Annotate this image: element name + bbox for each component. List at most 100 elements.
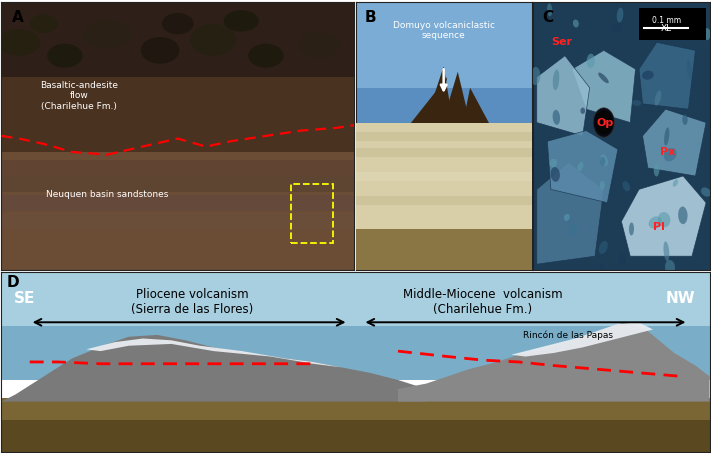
Ellipse shape [530,67,540,85]
Ellipse shape [587,53,595,68]
Ellipse shape [552,110,560,125]
Polygon shape [405,77,447,130]
Ellipse shape [598,72,609,83]
Text: XL: XL [661,24,672,34]
Polygon shape [547,130,618,203]
Polygon shape [422,67,454,130]
Ellipse shape [564,214,570,221]
Text: 0.1 mm: 0.1 mm [652,16,681,25]
Ellipse shape [552,69,560,90]
Ellipse shape [550,167,560,182]
Ellipse shape [648,216,662,229]
Text: Pliocene volcanism
(Sierra de las Flores): Pliocene volcanism (Sierra de las Flores… [132,289,254,317]
Bar [1,176,354,192]
Ellipse shape [663,148,677,161]
Polygon shape [461,88,493,130]
Bar [1,402,710,452]
Ellipse shape [619,253,626,265]
Text: Middle-Miocene  volcanism
(Charilehue Fm.): Middle-Miocene volcanism (Charilehue Fm.… [403,289,563,317]
Ellipse shape [702,28,711,40]
Text: NW: NW [665,291,695,306]
Ellipse shape [595,111,613,135]
Ellipse shape [580,107,585,114]
Ellipse shape [30,14,58,33]
Text: Op: Op [597,117,614,128]
Ellipse shape [162,13,193,34]
Text: B: B [364,10,376,25]
Ellipse shape [687,59,692,80]
Ellipse shape [632,100,641,106]
Ellipse shape [599,262,604,269]
Ellipse shape [655,91,661,106]
Polygon shape [621,176,706,256]
Polygon shape [537,163,604,264]
Ellipse shape [701,188,711,197]
Ellipse shape [599,241,608,254]
Ellipse shape [600,154,608,166]
Text: Ser: Ser [551,37,572,48]
Bar [356,229,532,270]
Ellipse shape [629,222,634,236]
Ellipse shape [248,43,284,68]
Ellipse shape [82,19,132,49]
Ellipse shape [223,10,259,32]
Ellipse shape [573,19,579,28]
Bar [356,2,532,130]
Text: Pl: Pl [653,222,665,232]
Polygon shape [537,56,589,136]
Ellipse shape [568,224,577,236]
Ellipse shape [600,181,605,190]
Bar [356,132,532,141]
Ellipse shape [577,162,584,171]
Bar [1,160,354,176]
Text: C: C [542,10,553,25]
Bar [356,2,532,88]
Ellipse shape [616,8,624,23]
Bar [1,272,710,326]
Polygon shape [511,322,653,357]
Bar [1,152,354,270]
Bar [1,2,354,82]
Ellipse shape [664,127,669,145]
Ellipse shape [611,24,621,33]
Ellipse shape [663,241,669,261]
Ellipse shape [653,163,659,177]
Ellipse shape [658,212,670,227]
Bar [356,196,532,205]
Text: Px: Px [661,147,675,157]
Ellipse shape [190,24,236,56]
Ellipse shape [642,71,653,80]
Polygon shape [398,322,710,402]
Ellipse shape [665,260,675,274]
Polygon shape [1,335,427,402]
Bar [1,195,354,211]
Bar [356,148,532,157]
Bar [1,77,354,152]
Text: SE: SE [14,291,36,306]
Bar [356,122,532,229]
Ellipse shape [547,3,552,16]
Ellipse shape [141,37,179,64]
Ellipse shape [673,179,678,187]
Ellipse shape [622,181,630,191]
Ellipse shape [0,29,41,56]
Polygon shape [87,338,341,367]
Bar [1,213,354,229]
Polygon shape [643,109,706,176]
Ellipse shape [593,108,614,137]
Ellipse shape [47,43,82,68]
Text: Neuquen basin sandstones: Neuquen basin sandstones [46,190,169,199]
Bar [1,272,710,380]
Bar [1,398,710,419]
Text: Rincón de las Papas: Rincón de las Papas [523,330,613,340]
Ellipse shape [566,215,572,223]
Text: Domuyo volcaniclastic
sequence: Domuyo volcaniclastic sequence [392,21,495,40]
Text: D: D [7,275,20,289]
Polygon shape [440,72,472,130]
Polygon shape [639,43,695,109]
Text: A: A [12,10,23,25]
Text: Basaltic-andesite
flow
(Charilehue Fm.): Basaltic-andesite flow (Charilehue Fm.) [40,81,118,111]
Ellipse shape [683,114,688,125]
Polygon shape [572,50,636,122]
Ellipse shape [298,32,340,58]
